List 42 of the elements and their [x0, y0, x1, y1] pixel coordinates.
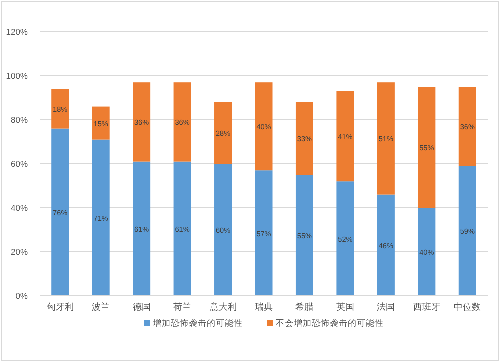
y-tick-label: 0% — [16, 291, 28, 301]
bar — [377, 194, 395, 296]
y-tick-label: 120% — [6, 27, 28, 37]
bar — [458, 87, 476, 166]
bar — [458, 166, 476, 296]
bar — [174, 162, 192, 296]
bar — [214, 164, 232, 296]
x-tick-label: 荷兰 — [174, 302, 192, 312]
bar — [133, 162, 151, 296]
y-tick-label: 60% — [10, 159, 28, 169]
bar — [336, 182, 354, 296]
x-tick-label: 英国 — [336, 302, 354, 312]
y-tick-label: 80% — [10, 115, 28, 125]
bar — [336, 91, 354, 182]
x-tick-label: 西班牙 — [413, 302, 440, 312]
x-tick-label: 中位数 — [454, 302, 482, 312]
bar — [52, 128, 70, 296]
bar — [296, 175, 314, 296]
legend-label: 增加恐怖袭击的可能性 — [152, 318, 243, 328]
x-tick-label: 希腊 — [296, 302, 314, 312]
y-tick-label: 20% — [10, 247, 28, 257]
bar — [296, 102, 314, 175]
bar — [133, 82, 151, 162]
bar — [92, 106, 110, 140]
x-tick-label: 意大利 — [208, 302, 237, 312]
y-tick-label: 40% — [10, 203, 28, 213]
legend-label: 不会增加恐怖袭击的可能性 — [276, 318, 384, 328]
x-tick-label: 德国 — [132, 302, 151, 312]
x-tick-label: 瑞典 — [255, 302, 273, 312]
bar — [418, 87, 436, 208]
x-tick-label: 匈牙利 — [46, 302, 74, 312]
bar — [92, 140, 110, 296]
bar — [52, 89, 70, 129]
bar — [418, 208, 436, 296]
y-tick-label: 100% — [6, 71, 28, 81]
bar — [377, 82, 395, 195]
x-tick-label: 法国 — [377, 302, 396, 312]
bar — [214, 102, 232, 164]
bar — [255, 170, 273, 296]
bar — [174, 82, 192, 162]
x-tick-label: 波兰 — [92, 302, 110, 312]
bar — [255, 82, 273, 171]
